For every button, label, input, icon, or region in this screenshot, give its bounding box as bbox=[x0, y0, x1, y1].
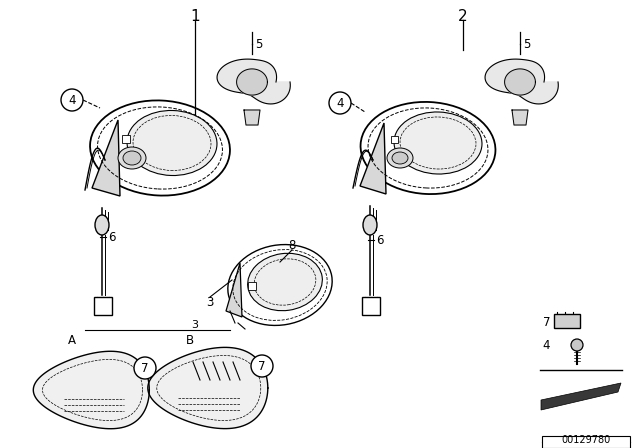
Text: 6: 6 bbox=[108, 231, 115, 244]
Text: 5: 5 bbox=[255, 38, 262, 51]
Text: A: A bbox=[68, 333, 76, 346]
Polygon shape bbox=[360, 123, 386, 194]
Polygon shape bbox=[217, 59, 291, 104]
Ellipse shape bbox=[392, 152, 408, 164]
Ellipse shape bbox=[387, 148, 413, 168]
FancyBboxPatch shape bbox=[362, 297, 380, 315]
Text: 8: 8 bbox=[288, 238, 296, 251]
Bar bbox=[122, 135, 130, 143]
Text: 3: 3 bbox=[191, 320, 198, 330]
Polygon shape bbox=[148, 347, 268, 429]
Text: 5: 5 bbox=[523, 38, 531, 51]
Ellipse shape bbox=[248, 253, 323, 311]
Text: 7: 7 bbox=[543, 315, 550, 328]
Bar bbox=[542, 436, 630, 448]
Text: 6: 6 bbox=[376, 233, 383, 246]
Text: 7: 7 bbox=[141, 362, 148, 375]
Ellipse shape bbox=[228, 245, 332, 325]
Circle shape bbox=[61, 89, 83, 111]
Ellipse shape bbox=[123, 151, 141, 165]
Polygon shape bbox=[485, 59, 558, 104]
Bar bbox=[554, 314, 580, 328]
Ellipse shape bbox=[394, 112, 482, 174]
Bar bbox=[248, 282, 256, 290]
Ellipse shape bbox=[363, 215, 377, 235]
Polygon shape bbox=[504, 69, 536, 95]
FancyBboxPatch shape bbox=[94, 297, 112, 315]
Polygon shape bbox=[33, 351, 149, 429]
Text: 1: 1 bbox=[190, 9, 200, 23]
Ellipse shape bbox=[95, 215, 109, 235]
Ellipse shape bbox=[127, 111, 217, 176]
Polygon shape bbox=[244, 110, 260, 125]
Circle shape bbox=[134, 357, 156, 379]
Polygon shape bbox=[512, 110, 528, 125]
Ellipse shape bbox=[118, 147, 146, 169]
Text: 4: 4 bbox=[336, 96, 344, 109]
Ellipse shape bbox=[90, 100, 230, 196]
Polygon shape bbox=[541, 383, 621, 410]
Text: 2: 2 bbox=[458, 9, 468, 23]
Text: 4: 4 bbox=[543, 339, 550, 352]
Polygon shape bbox=[226, 263, 242, 317]
Circle shape bbox=[329, 92, 351, 114]
Circle shape bbox=[251, 355, 273, 377]
Text: 3: 3 bbox=[206, 296, 214, 309]
Circle shape bbox=[571, 339, 583, 351]
Bar bbox=[391, 136, 398, 143]
Text: 7: 7 bbox=[259, 359, 266, 372]
Text: B: B bbox=[186, 333, 194, 346]
Text: 4: 4 bbox=[68, 94, 76, 107]
Ellipse shape bbox=[360, 102, 495, 194]
Text: 00129780: 00129780 bbox=[561, 435, 611, 445]
Polygon shape bbox=[237, 69, 268, 95]
Polygon shape bbox=[92, 120, 120, 196]
